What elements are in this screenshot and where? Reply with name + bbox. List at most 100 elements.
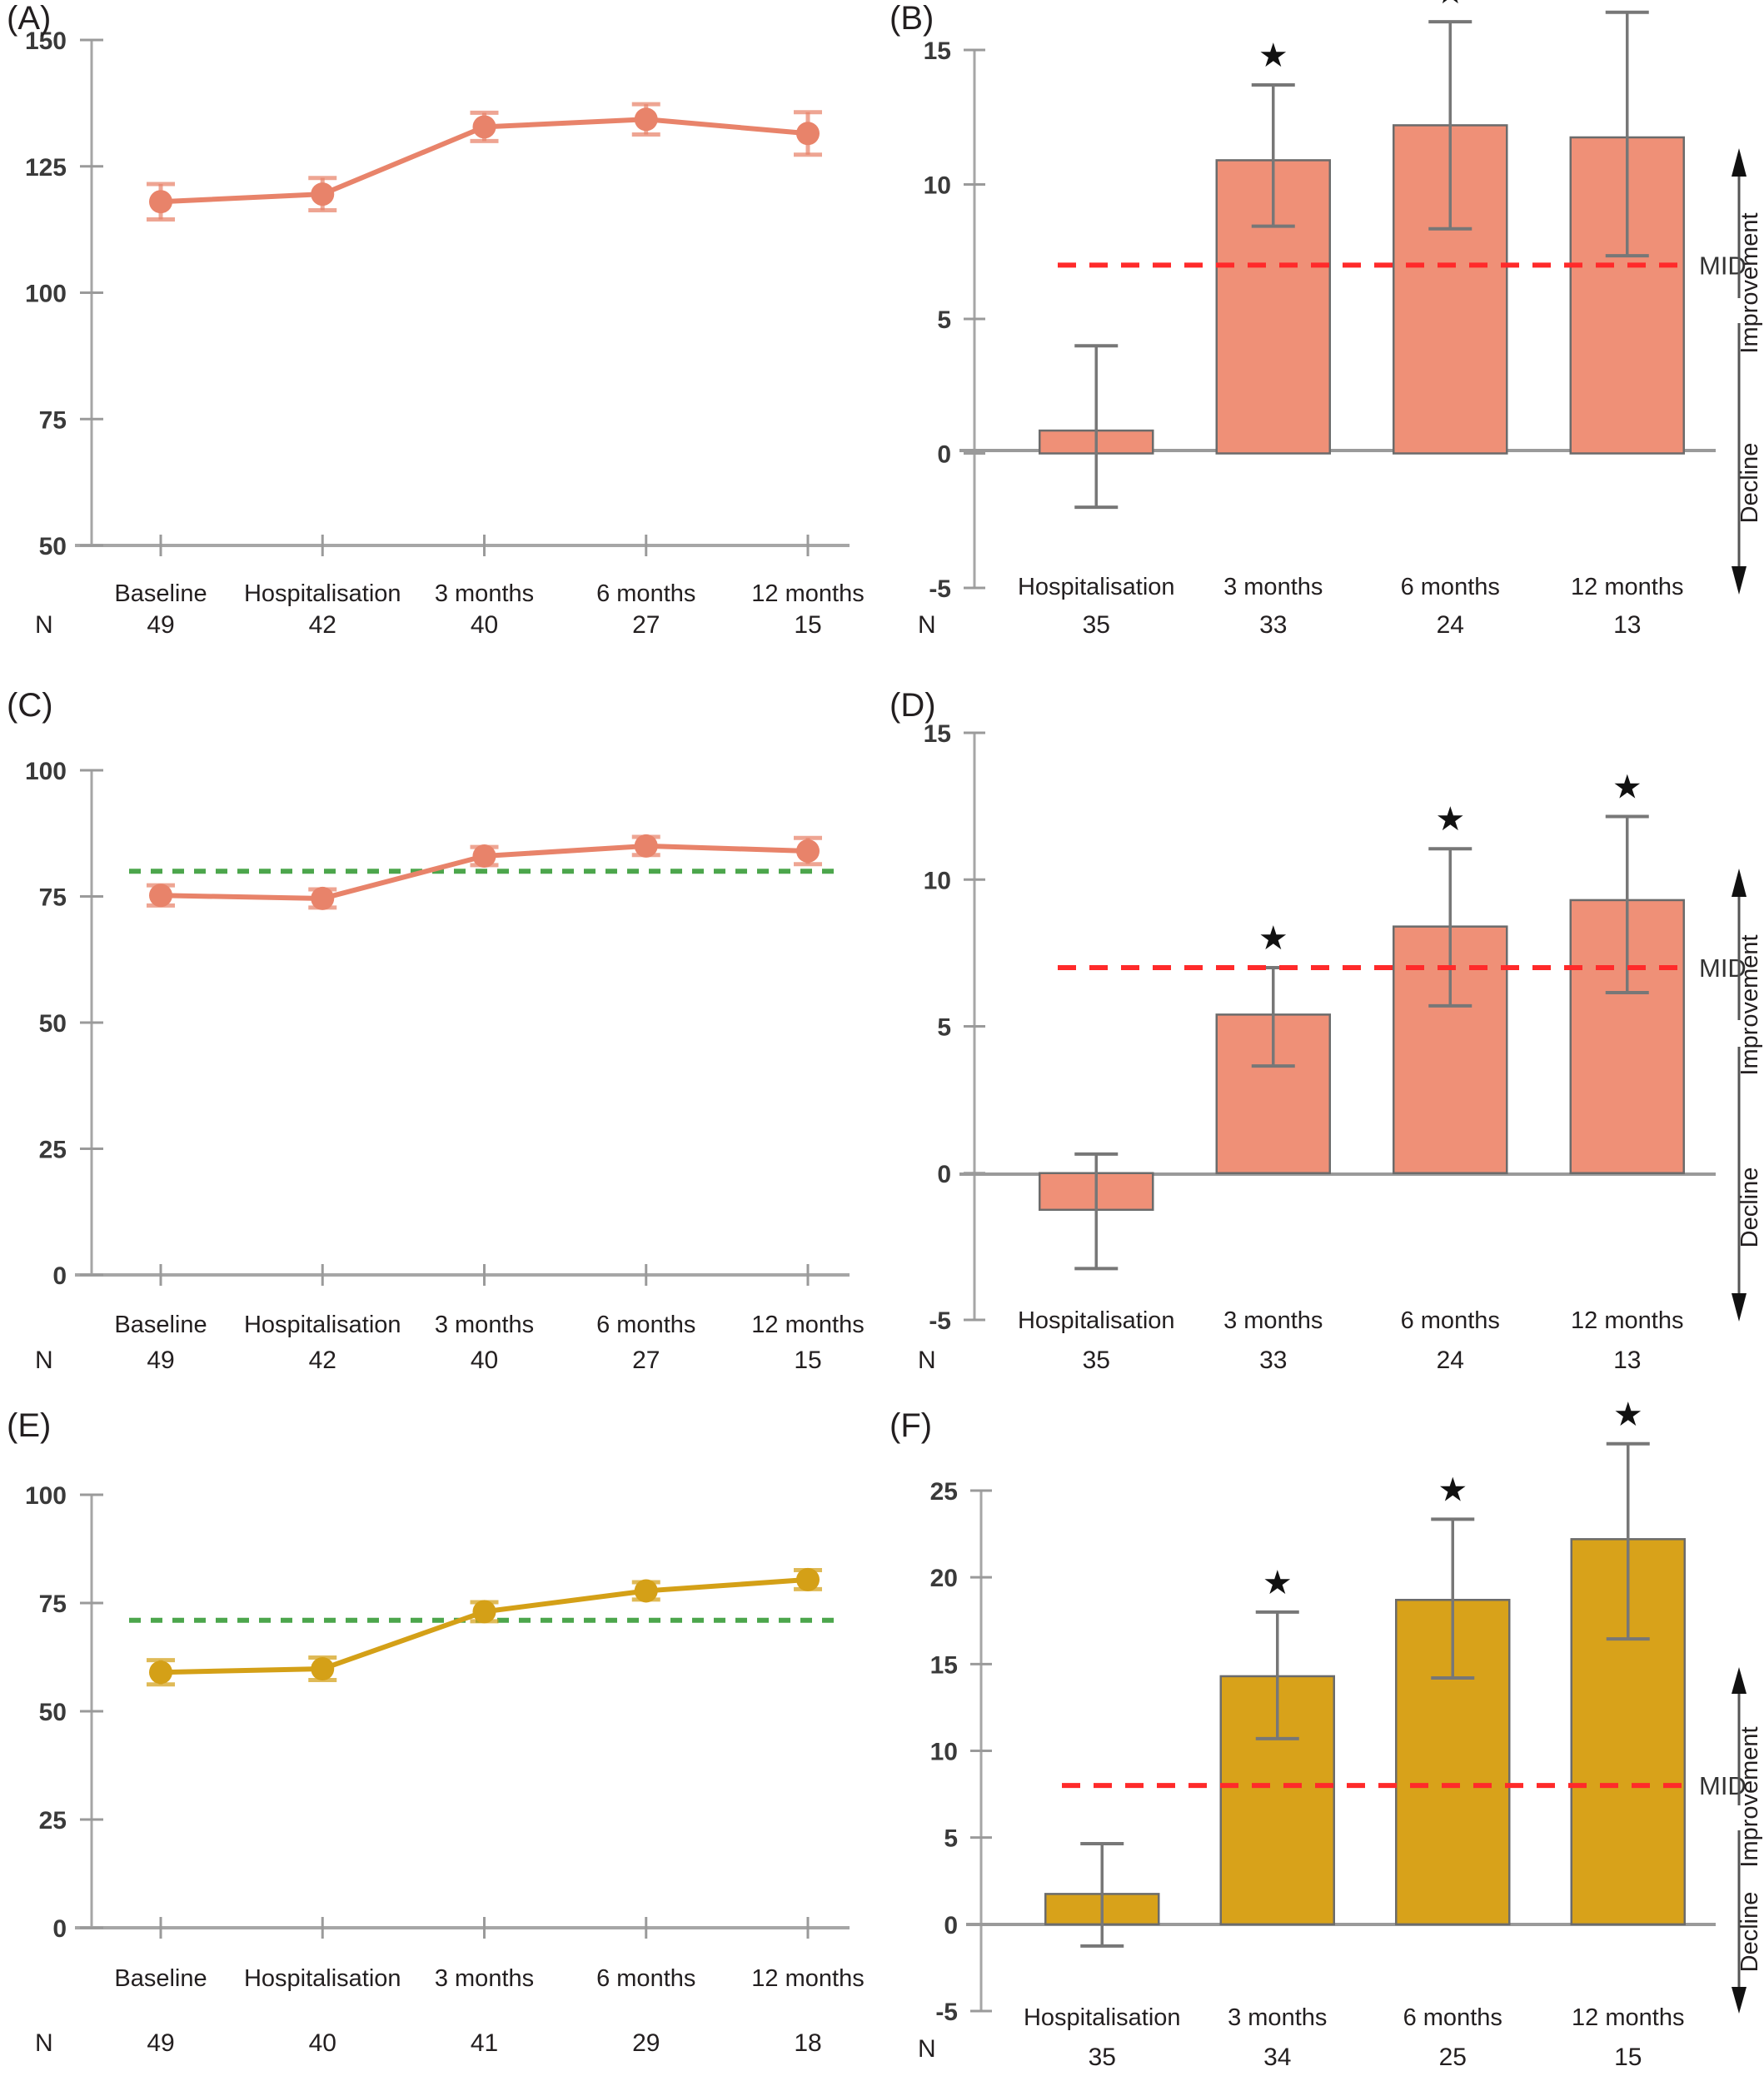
y-tick-label: 15 bbox=[924, 37, 951, 65]
n-value: 27 bbox=[632, 1347, 660, 1374]
n-value: 49 bbox=[147, 1347, 174, 1374]
data-point bbox=[311, 182, 335, 207]
x-category-label: 6 months bbox=[596, 1312, 695, 1338]
data-point bbox=[634, 834, 658, 858]
panel-d-decline-arrow bbox=[1732, 1047, 1747, 1322]
panel-c-yticks: 0 25 50 75 100 bbox=[25, 758, 103, 1290]
y-tick-label: 0 bbox=[52, 1262, 67, 1290]
n-value: 27 bbox=[632, 611, 660, 639]
panel-b-decline-label: Decline bbox=[1737, 443, 1763, 524]
panel-b-n-header: N bbox=[918, 611, 936, 639]
x-category-label: 12 months bbox=[1571, 1307, 1683, 1334]
data-point bbox=[796, 122, 820, 146]
y-tick-label: 10 bbox=[930, 1739, 958, 1766]
error-bar bbox=[1605, 10, 1649, 258]
panel-c-series bbox=[147, 834, 822, 910]
panel-f: (F) -5 0 5 10 15 20 25 ★ ★ ★ MID Improvement Dec… bbox=[883, 1396, 1764, 2081]
y-tick-label: 125 bbox=[25, 154, 67, 182]
panel-c: (C) 0 25 50 75 100 Baseline Hospitalisation 3 … bbox=[0, 687, 883, 1391]
error-bar bbox=[1428, 847, 1472, 1008]
panel-d-category-labels: Hospitalisation 3 months 6 months 12 months bbox=[1018, 1307, 1684, 1334]
panel-f-n-values: 35 34 25 15 bbox=[1089, 2044, 1642, 2071]
y-tick-label: 75 bbox=[39, 1591, 67, 1618]
error-bar bbox=[1074, 1152, 1119, 1271]
panel-b-decline-arrow bbox=[1732, 323, 1747, 595]
n-value: 13 bbox=[1613, 1347, 1641, 1374]
panel-a: (A) 50 75 100 125 150 Baseline Hospitalisatio… bbox=[0, 0, 883, 666]
n-value: 40 bbox=[471, 1347, 498, 1374]
n-value: 33 bbox=[1259, 1347, 1287, 1374]
panel-d-improvement-arrow bbox=[1732, 869, 1747, 1020]
significance-star: ★ bbox=[1613, 1396, 1643, 1434]
n-value: 40 bbox=[309, 2029, 336, 2057]
significance-star: ★ bbox=[1258, 919, 1288, 958]
data-point bbox=[311, 1657, 335, 1681]
panel-e-series bbox=[147, 1567, 822, 1687]
panel-c-category-labels: Baseline Hospitalisation 3 months 6 months 1… bbox=[114, 1312, 864, 1338]
data-point bbox=[796, 1567, 820, 1591]
significance-star: ★ bbox=[1612, 0, 1642, 2]
n-value: 13 bbox=[1613, 611, 1641, 639]
n-value: 49 bbox=[147, 611, 174, 639]
significance-star: ★ bbox=[1263, 1564, 1293, 1602]
y-tick-label: 25 bbox=[39, 1137, 67, 1164]
n-value: 24 bbox=[1437, 611, 1464, 639]
panel-c-xticks bbox=[159, 1264, 810, 1286]
x-category-label: 12 months bbox=[751, 1965, 864, 1992]
n-value: 35 bbox=[1083, 611, 1110, 639]
panel-e-n-values: 49 40 41 29 18 bbox=[147, 2029, 821, 2057]
panel-f-category-labels: Hospitalisation 3 months 6 months 12 months bbox=[1024, 2004, 1685, 2031]
y-tick-label: 75 bbox=[39, 884, 67, 912]
panel-c-label: (C) bbox=[7, 687, 53, 724]
n-value: 35 bbox=[1089, 2044, 1116, 2071]
panel-b-category-labels: Hospitalisation 3 months 6 months 12 months bbox=[1018, 574, 1684, 600]
n-value: 42 bbox=[309, 611, 336, 639]
panel-a-xticks bbox=[159, 535, 810, 556]
x-category-label: Hospitalisation bbox=[244, 580, 401, 607]
n-value: 49 bbox=[147, 2029, 174, 2057]
x-category-label: 12 months bbox=[1571, 574, 1683, 600]
x-category-label: 6 months bbox=[1401, 1307, 1500, 1334]
error-bar bbox=[1251, 82, 1295, 228]
y-tick-label: 75 bbox=[39, 406, 67, 434]
panel-f-bars: ★ ★ ★ bbox=[1044, 1396, 1686, 1948]
n-value: 40 bbox=[471, 611, 498, 639]
panel-a-n-header: N bbox=[35, 611, 53, 639]
n-value: 15 bbox=[794, 611, 821, 639]
error-bar bbox=[1080, 1841, 1124, 1948]
n-value: 15 bbox=[1614, 2044, 1642, 2071]
panel-a-series bbox=[147, 102, 822, 222]
x-category-label: 6 months bbox=[596, 1965, 695, 1992]
error-bar bbox=[1605, 814, 1649, 994]
y-tick-label: 5 bbox=[937, 306, 951, 334]
panel-d-improvement-label: Improvement bbox=[1737, 934, 1763, 1075]
panel-a-chart: 50 75 100 125 150 Baseline Hospitalisation 3 m… bbox=[25, 27, 865, 639]
bar bbox=[1215, 1013, 1331, 1174]
panel-f-label: (F) bbox=[889, 1407, 933, 1444]
x-category-label: 6 months bbox=[1403, 2004, 1502, 2031]
panel-d-yticks: -5 0 5 10 15 bbox=[924, 720, 985, 1335]
y-tick-label: 50 bbox=[39, 1699, 67, 1726]
x-category-label: 3 months bbox=[1223, 1307, 1323, 1334]
data-point bbox=[472, 115, 496, 139]
panel-a-label: (A) bbox=[7, 0, 52, 37]
n-value: 41 bbox=[471, 2029, 498, 2057]
error-bar bbox=[1431, 1517, 1475, 1680]
panel-e-category-labels: Baseline Hospitalisation 3 months 6 months 1… bbox=[114, 1965, 864, 1992]
panel-e: (E) 0 25 50 75 100 Baseline Hospitalisation 3 … bbox=[0, 1407, 883, 2081]
x-category-label: 3 months bbox=[435, 1965, 534, 1992]
data-point bbox=[634, 107, 658, 132]
y-tick-label: 0 bbox=[944, 1912, 958, 1939]
panel-e-chart: 0 25 50 75 100 Baseline Hospitalisation 3 mont… bbox=[25, 1482, 865, 2057]
n-value: 25 bbox=[1439, 2044, 1467, 2071]
panel-b-improvement-arrow bbox=[1732, 148, 1747, 298]
x-category-label: 3 months bbox=[435, 1312, 534, 1338]
x-category-label: 12 months bbox=[1572, 2004, 1684, 2031]
y-tick-label: 25 bbox=[930, 1478, 958, 1506]
x-category-label: Hospitalisation bbox=[1018, 574, 1175, 600]
n-value: 42 bbox=[309, 1347, 336, 1374]
y-tick-label: 150 bbox=[25, 27, 67, 55]
y-tick-label: 50 bbox=[39, 1010, 67, 1038]
panel-b-bars: ★ ★ ★ bbox=[1039, 0, 1685, 510]
